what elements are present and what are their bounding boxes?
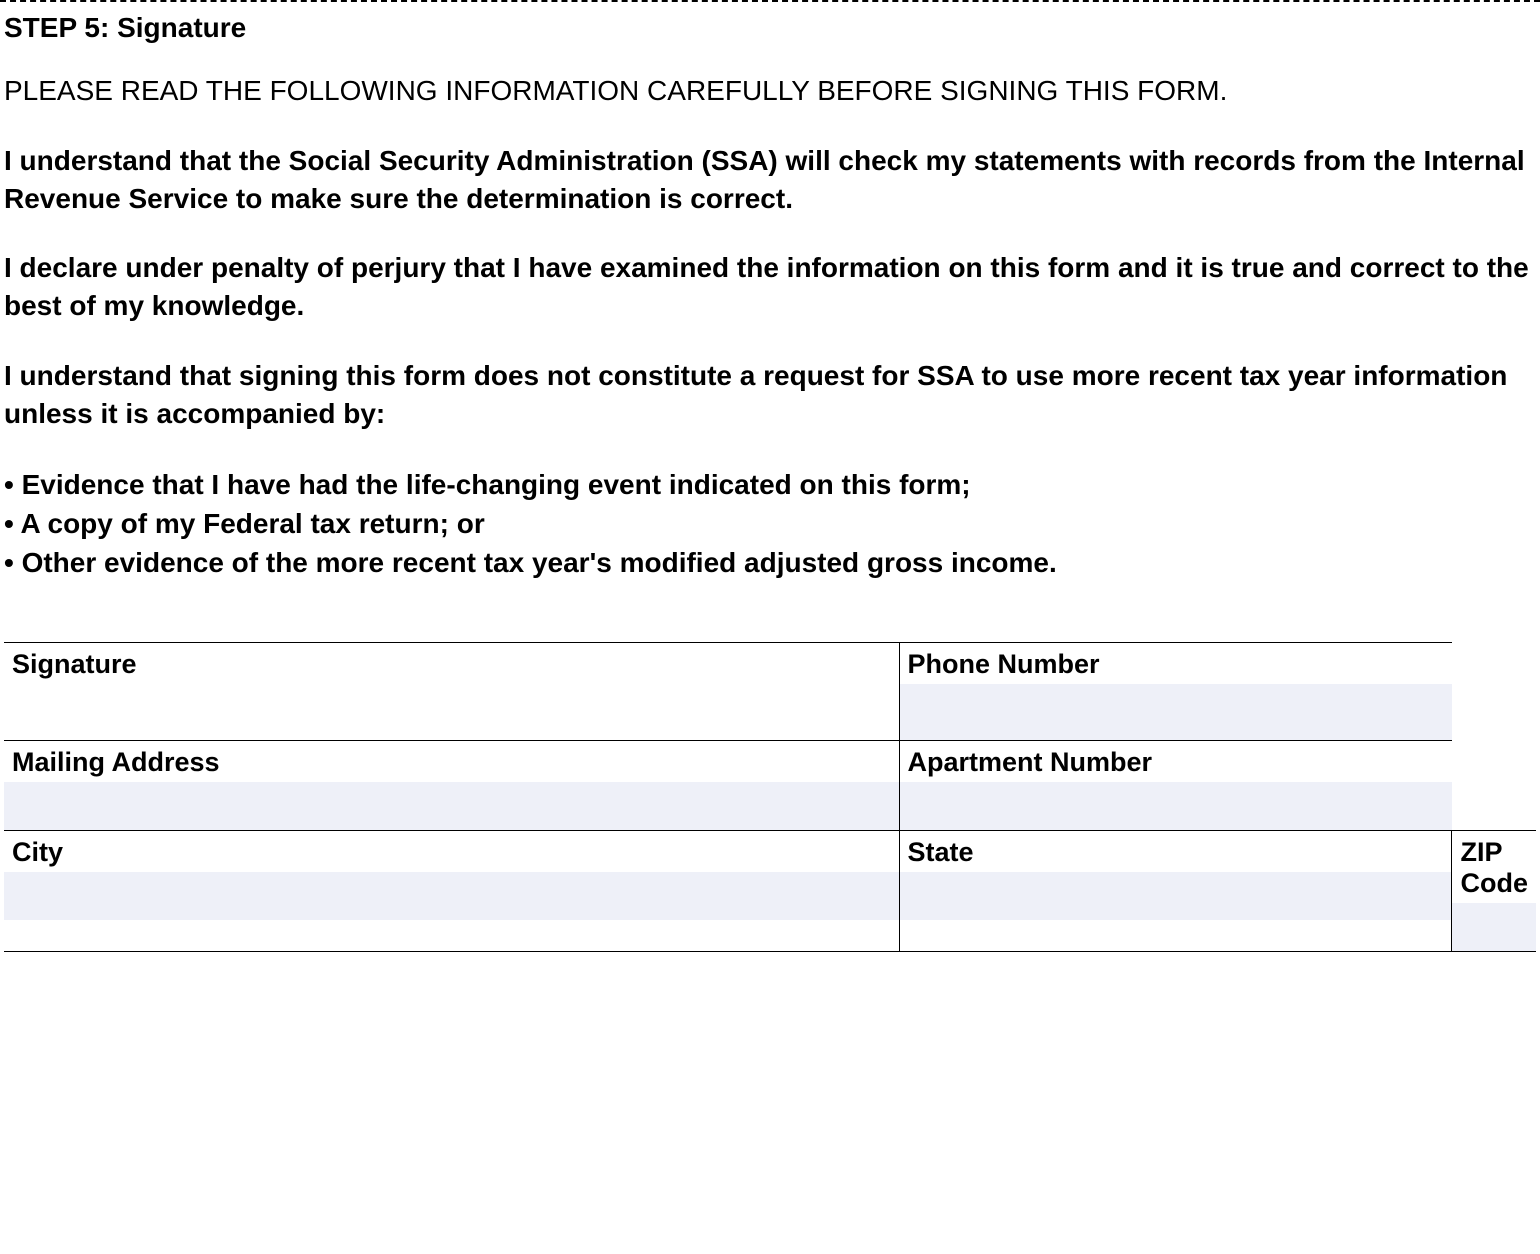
- phone-field[interactable]: [900, 684, 1452, 740]
- signature-step-container: STEP 5: Signature PLEASE READ THE FOLLOW…: [0, 0, 1540, 952]
- apartment-label: Apartment Number: [900, 741, 1452, 782]
- bullet-list: • Evidence that I have had the life-chan…: [4, 465, 1536, 583]
- bullet-item: • Other evidence of the more recent tax …: [4, 543, 1536, 582]
- signing-warning: PLEASE READ THE FOLLOWING INFORMATION CA…: [4, 72, 1536, 110]
- zip-label: ZIP Code: [1452, 831, 1536, 903]
- paragraph-perjury: I declare under penalty of perjury that …: [4, 249, 1536, 325]
- state-label: State: [900, 831, 1452, 872]
- paragraph-ssa-check: I understand that the Social Security Ad…: [4, 142, 1536, 218]
- city-label: City: [4, 831, 899, 872]
- city-field[interactable]: [4, 872, 899, 920]
- signature-form-table: Signature Phone Number Mailing Address A…: [4, 642, 1536, 952]
- step-title: STEP 5: Signature: [4, 12, 1536, 44]
- bullet-item: • A copy of my Federal tax return; or: [4, 504, 1536, 543]
- mailing-address-label: Mailing Address: [4, 741, 899, 782]
- paragraph-conditions: I understand that signing this form does…: [4, 357, 1536, 433]
- mailing-address-field[interactable]: [4, 782, 899, 830]
- state-field[interactable]: [900, 872, 1452, 920]
- zip-field[interactable]: [1452, 903, 1536, 951]
- apartment-field[interactable]: [900, 782, 1452, 830]
- bullet-item: • Evidence that I have had the life-chan…: [4, 465, 1536, 504]
- phone-label: Phone Number: [900, 643, 1452, 684]
- signature-label: Signature: [4, 643, 899, 684]
